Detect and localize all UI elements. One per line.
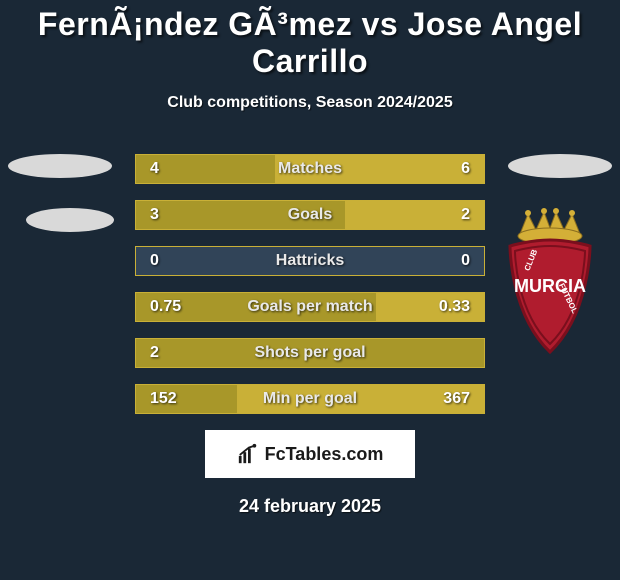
comparison-content: MURCIA CLUB FUTBOL Matches 4 6 Goals 3 2 Hattr… bbox=[0, 154, 620, 414]
stat-bar-label: Min per goal bbox=[263, 390, 357, 408]
brand-name: FcTables.com bbox=[265, 444, 384, 465]
comparison-subtitle: Club competitions, Season 2024/2025 bbox=[0, 94, 620, 112]
stat-bar-left-value: 0 bbox=[150, 252, 159, 270]
stat-bar-right-value: 0 bbox=[461, 252, 470, 270]
stat-bar-right-value: 367 bbox=[443, 390, 470, 408]
stat-bar-label: Goals per match bbox=[247, 298, 372, 316]
player1-club-badge-placeholder-2 bbox=[26, 208, 114, 232]
stat-bar-left-value: 2 bbox=[150, 344, 159, 362]
stat-bar-left-value: 0.75 bbox=[150, 298, 181, 316]
fctables-logo-icon bbox=[237, 443, 259, 465]
comparison-title: FernÃ¡ndez GÃ³mez vs Jose Angel Carrillo bbox=[0, 0, 620, 80]
stat-bar-row: Min per goal 152 367 bbox=[135, 384, 485, 414]
stat-bar-row: Shots per goal 2 bbox=[135, 338, 485, 368]
stat-bar-right-value: 2 bbox=[461, 206, 470, 224]
crest-text: MURCIA bbox=[514, 276, 586, 296]
stat-bar-left-value: 4 bbox=[150, 160, 159, 178]
stat-bar-label: Shots per goal bbox=[254, 344, 365, 362]
stat-bar-label: Hattricks bbox=[276, 252, 344, 270]
stat-bar-row: Goals 3 2 bbox=[135, 200, 485, 230]
stat-bar-label: Matches bbox=[278, 160, 342, 178]
stat-bar-row: Hattricks 0 0 bbox=[135, 246, 485, 276]
snapshot-date: 24 february 2025 bbox=[0, 496, 620, 517]
real-murcia-crest-icon: MURCIA CLUB FUTBOL bbox=[500, 204, 600, 354]
stat-bar-left-value: 3 bbox=[150, 206, 159, 224]
stat-bar-row: Matches 4 6 bbox=[135, 154, 485, 184]
stat-bar-right-value: 6 bbox=[461, 160, 470, 178]
stat-bars: Matches 4 6 Goals 3 2 Hattricks 0 0 Goals per mat… bbox=[135, 154, 485, 414]
stat-bar-right-value: 0.33 bbox=[439, 298, 470, 316]
player1-club-badge-placeholder bbox=[8, 154, 112, 178]
stat-bar-label: Goals bbox=[288, 206, 332, 224]
brand-attribution: FcTables.com bbox=[205, 430, 415, 478]
stat-bar-left-value: 152 bbox=[150, 390, 177, 408]
stat-bar-row: Goals per match 0.75 0.33 bbox=[135, 292, 485, 322]
shield-icon: MURCIA CLUB FUTBOL bbox=[510, 240, 590, 352]
player2-club-badge-placeholder bbox=[508, 154, 612, 178]
